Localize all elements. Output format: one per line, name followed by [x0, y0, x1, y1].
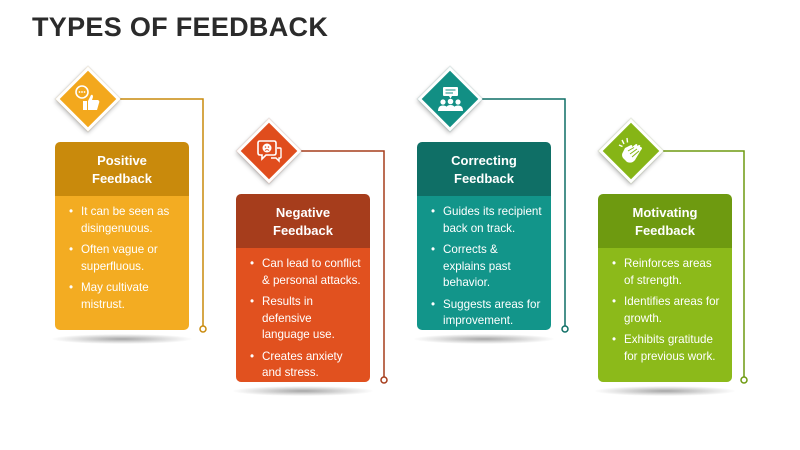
thumbs-up-speech-icon — [68, 79, 108, 119]
motivating-card-heading: Motivating Feedback — [598, 194, 732, 248]
negative-card-shadow — [233, 386, 373, 396]
connector-positive — [103, 98, 204, 327]
list-item: May cultivate mistrust. — [63, 280, 181, 313]
motivating-card-shadow — [595, 386, 735, 396]
positive-bullet-list: It can be seen as disingenuous. Often va… — [63, 204, 181, 313]
motivating-heading-line2: Feedback — [635, 223, 695, 238]
list-item: Suggests areas for improvement. — [425, 297, 543, 330]
list-item: Results in defensive language use. — [244, 294, 362, 344]
negative-bullet-list: Can lead to conflict & personal attacks.… — [244, 256, 362, 382]
connector-dot-correcting — [561, 325, 569, 333]
page-title: TYPES OF FEEDBACK — [32, 12, 329, 42]
list-item: Creates anxiety and stress. — [244, 349, 362, 382]
negative-card-heading: Negative Feedback — [236, 194, 370, 248]
negative-heading-line1: Negative — [275, 205, 331, 220]
motivating-bullet-list: Reinforces areas of strength. Identifies… — [606, 256, 724, 365]
connector-dot-negative — [380, 376, 388, 384]
correcting-heading-line2: Feedback — [454, 171, 514, 186]
list-item: Exhibits gratitude for previous work. — [606, 332, 724, 365]
correcting-card: Correcting Feedback Guides its recipient… — [417, 142, 551, 330]
list-item: Corrects & explains past behavior. — [425, 242, 543, 292]
sad-face-speech-icon — [249, 131, 289, 171]
connector-correcting — [465, 98, 566, 327]
list-item: Often vague or superfluous. — [63, 242, 181, 275]
list-item: Guides its recipient back on track. — [425, 204, 543, 237]
connector-dot-motivating — [740, 376, 748, 384]
positive-card: Positive Feedback It can be seen as disi… — [55, 142, 189, 330]
correcting-heading-line1: Correcting — [451, 153, 517, 168]
correcting-bullet-list: Guides its recipient back on track. Corr… — [425, 204, 543, 330]
correcting-card-body: Guides its recipient back on track. Corr… — [417, 196, 551, 330]
correcting-card-heading: Correcting Feedback — [417, 142, 551, 196]
positive-card-shadow — [52, 334, 192, 344]
positive-card-body: It can be seen as disingenuous. Often va… — [55, 196, 189, 330]
positive-heading-line2: Feedback — [92, 171, 152, 186]
negative-heading-line2: Feedback — [273, 223, 333, 238]
negative-card: Negative Feedback Can lead to conflict &… — [236, 194, 370, 382]
motivating-card-body: Reinforces areas of strength. Identifies… — [598, 248, 732, 382]
list-item: Identifies areas for growth. — [606, 294, 724, 327]
motivating-card: Motivating Feedback Reinforces areas of … — [598, 194, 732, 382]
negative-card-body: Can lead to conflict & personal attacks.… — [236, 248, 370, 382]
list-item: It can be seen as disingenuous. — [63, 204, 181, 237]
connector-motivating — [646, 150, 745, 378]
connector-negative — [284, 150, 385, 378]
positive-heading-line1: Positive — [97, 153, 147, 168]
motivating-heading-line1: Motivating — [632, 205, 698, 220]
connector-dot-positive — [199, 325, 207, 333]
group-discussion-icon — [430, 79, 470, 119]
correcting-card-shadow — [414, 334, 554, 344]
list-item: Can lead to conflict & personal attacks. — [244, 256, 362, 289]
positive-card-heading: Positive Feedback — [55, 142, 189, 196]
list-item: Reinforces areas of strength. — [606, 256, 724, 289]
clapping-hands-icon — [611, 131, 651, 171]
